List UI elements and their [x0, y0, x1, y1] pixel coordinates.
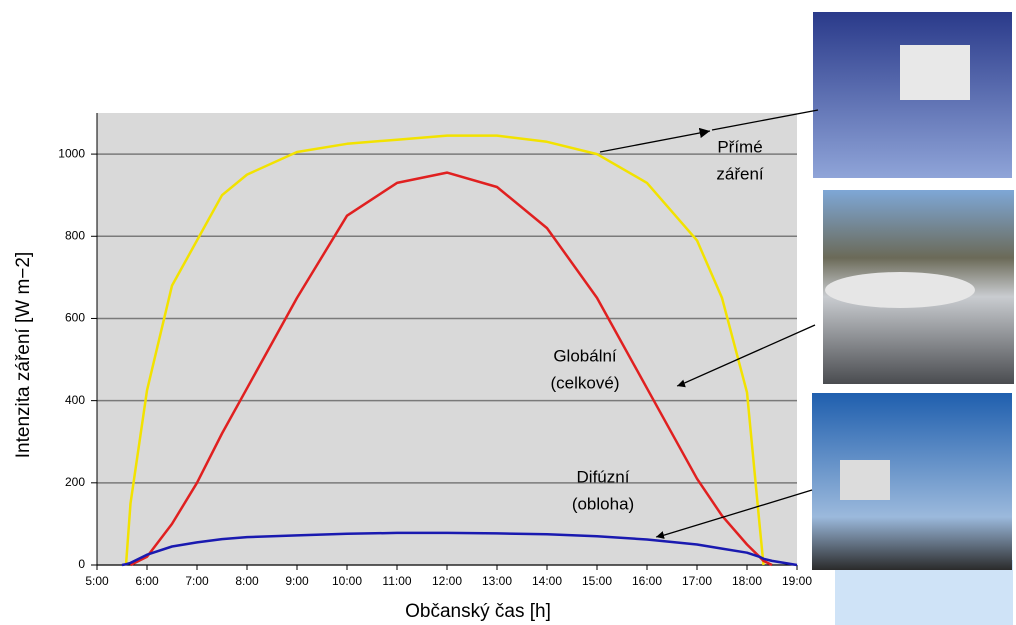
arrow-head [655, 531, 665, 539]
annotation: Globální [553, 346, 617, 365]
x-tick-label: 11:00 [382, 574, 411, 588]
annotation: záření [716, 164, 764, 183]
arrow-head [676, 379, 686, 388]
y-tick-label: 0 [78, 557, 85, 571]
y-tick-label: 600 [65, 311, 85, 325]
x-tick-label: 5:00 [85, 574, 109, 588]
x-axis-label: Občanský čas [h] [405, 601, 551, 622]
y-tick-label: 800 [65, 228, 85, 242]
series-line [121, 531, 798, 567]
photo-detail [825, 272, 975, 308]
x-tick-label: 6:00 [135, 574, 159, 588]
photo-detail [840, 460, 890, 500]
series-line [124, 134, 765, 566]
arrow [657, 489, 813, 538]
x-tick-label: 8:00 [235, 574, 259, 588]
y-axis-label: Intenzita záření [W m−2] [13, 252, 34, 458]
photo-backdrop [835, 560, 1013, 625]
annotation: Přímé [717, 137, 762, 156]
x-tick-label: 10:00 [332, 574, 362, 588]
arrow [711, 109, 819, 131]
x-tick-label: 17:00 [682, 574, 712, 588]
x-tick-label: 15:00 [582, 574, 612, 588]
y-tick-label: 1000 [58, 146, 85, 160]
photo-detail [900, 45, 970, 100]
arrow [599, 127, 711, 153]
x-tick-label: 9:00 [285, 574, 309, 588]
x-tick-label: 19:00 [782, 574, 812, 588]
annotation: (obloha) [572, 494, 634, 513]
y-tick-label: 400 [65, 393, 85, 407]
x-tick-label: 7:00 [185, 574, 209, 588]
x-tick-label: 18:00 [732, 574, 762, 588]
plot-area [97, 113, 797, 565]
y-tick-label: 200 [65, 475, 85, 489]
series-line [129, 171, 773, 567]
annotation: (celkové) [551, 373, 620, 392]
x-tick-label: 16:00 [632, 574, 662, 588]
x-tick-label: 12:00 [432, 574, 462, 588]
x-tick-label: 14:00 [532, 574, 562, 588]
arrow [679, 324, 816, 386]
annotation: Difúzní [577, 467, 630, 486]
x-tick-label: 13:00 [482, 574, 512, 588]
